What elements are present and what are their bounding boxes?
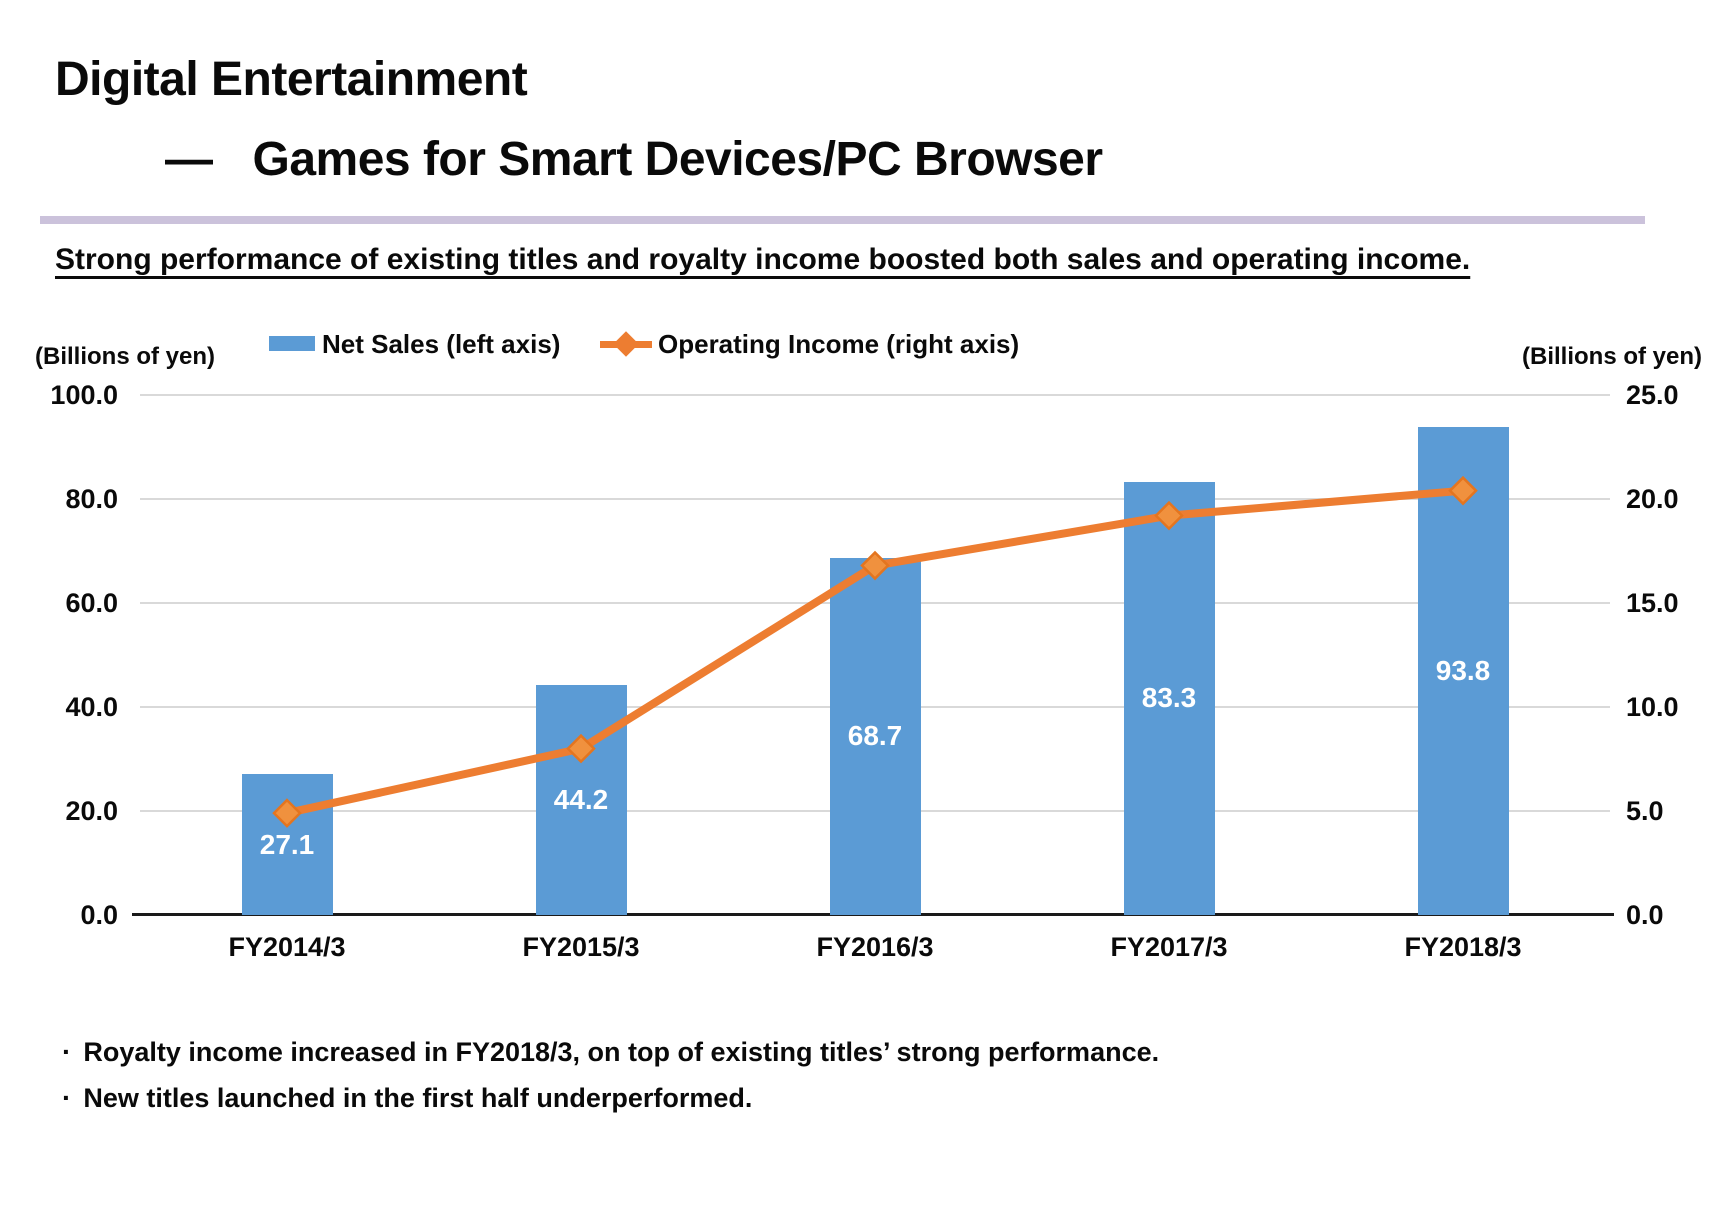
net-sales-bar [535,685,627,915]
x-axis-category-label: FY2017/3 [1110,932,1228,962]
right-axis-tick-label: 25.0 [1626,380,1679,410]
title-dash: — [165,133,213,186]
right-axis-tick-label: 5.0 [1626,796,1664,826]
left-axis-tick-label: 20.0 [65,796,118,826]
page-title-line1: Digital Entertainment [55,53,528,106]
page-title-line2: — Games for Smart Devices/PC Browser [55,133,1103,186]
right-axis-tick-label: 20.0 [1626,484,1679,514]
right-axis-tick-label: 15.0 [1626,588,1679,618]
note-item: · Royalty income increased in FY2018/3, … [62,1029,1159,1075]
operating-income-marker-icon [1154,500,1184,531]
note-text: New titles launched in the first half un… [83,1083,753,1113]
x-axis-category-label: FY2016/3 [816,932,934,962]
operating-income-legend-diamond-icon [613,331,639,357]
page-title-line2-text: Games for Smart Devices/PC Browser [252,133,1104,186]
left-axis-tick-label: 60.0 [65,588,118,618]
left-axis-tick-label: 100.0 [50,380,118,410]
bar-value-label: 83.3 [1141,682,1197,714]
operating-income-line [283,486,1467,818]
net-sales-bar [241,774,333,915]
title-divider [40,216,1645,224]
net-sales-legend-swatch [269,336,315,351]
right-axis-tick-label: 0.0 [1626,900,1664,930]
operating-income-marker-icon [566,733,596,764]
note-text: Royalty income increased in FY2018/3, on… [83,1037,1160,1067]
right-axis-unit-label: (Billions of yen) [1522,343,1702,370]
operating-income-line-layer [272,475,1478,828]
left-axis-tick-label: 80.0 [65,484,118,514]
note-item: · New titles launched in the first half … [62,1075,1159,1121]
x-axis-category-label: FY2018/3 [1404,932,1522,962]
notes-list: · Royalty income increased in FY2018/3, … [62,1029,1159,1121]
left-axis-tick-label: 0.0 [80,900,118,930]
net-sales-bar [1123,481,1215,915]
operating-income-marker-icon [272,798,302,828]
left-axis-unit-label: (Billions of yen) [35,343,215,370]
bar-value-label: 44.2 [553,784,609,816]
subtitle: Strong performance of existing titles an… [55,243,1471,276]
operating-income-marker-icon [860,550,890,581]
right-axis-tick-label: 10.0 [1626,692,1679,722]
bullet-icon: · [62,1036,72,1067]
net-sales-legend-label: Net Sales (left axis) [322,329,561,359]
operating-income-legend-label: Operating Income (right axis) [658,329,1020,359]
x-axis-category-label: FY2014/3 [228,932,346,962]
bar-value-label: 27.1 [259,828,315,860]
bullet-icon: · [62,1082,72,1113]
net-sales-bar [829,557,921,915]
gridline [140,394,1610,396]
bar-value-label: 93.8 [1435,655,1491,687]
page-title: Digital Entertainment — Games for Smart D… [55,40,1103,200]
bar-value-label: 68.7 [847,720,903,752]
operating-income-marker-icon [1448,475,1478,506]
net-sales-bar [1417,427,1509,915]
left-axis-tick-label: 40.0 [65,692,118,722]
x-axis-category-label: FY2015/3 [522,932,640,962]
plot-area: 100.0 80.0 60.0 40.0 20.0 0.0 25.0 20.0 15.0 10.0… [50,380,1678,962]
gridline [140,498,1610,500]
